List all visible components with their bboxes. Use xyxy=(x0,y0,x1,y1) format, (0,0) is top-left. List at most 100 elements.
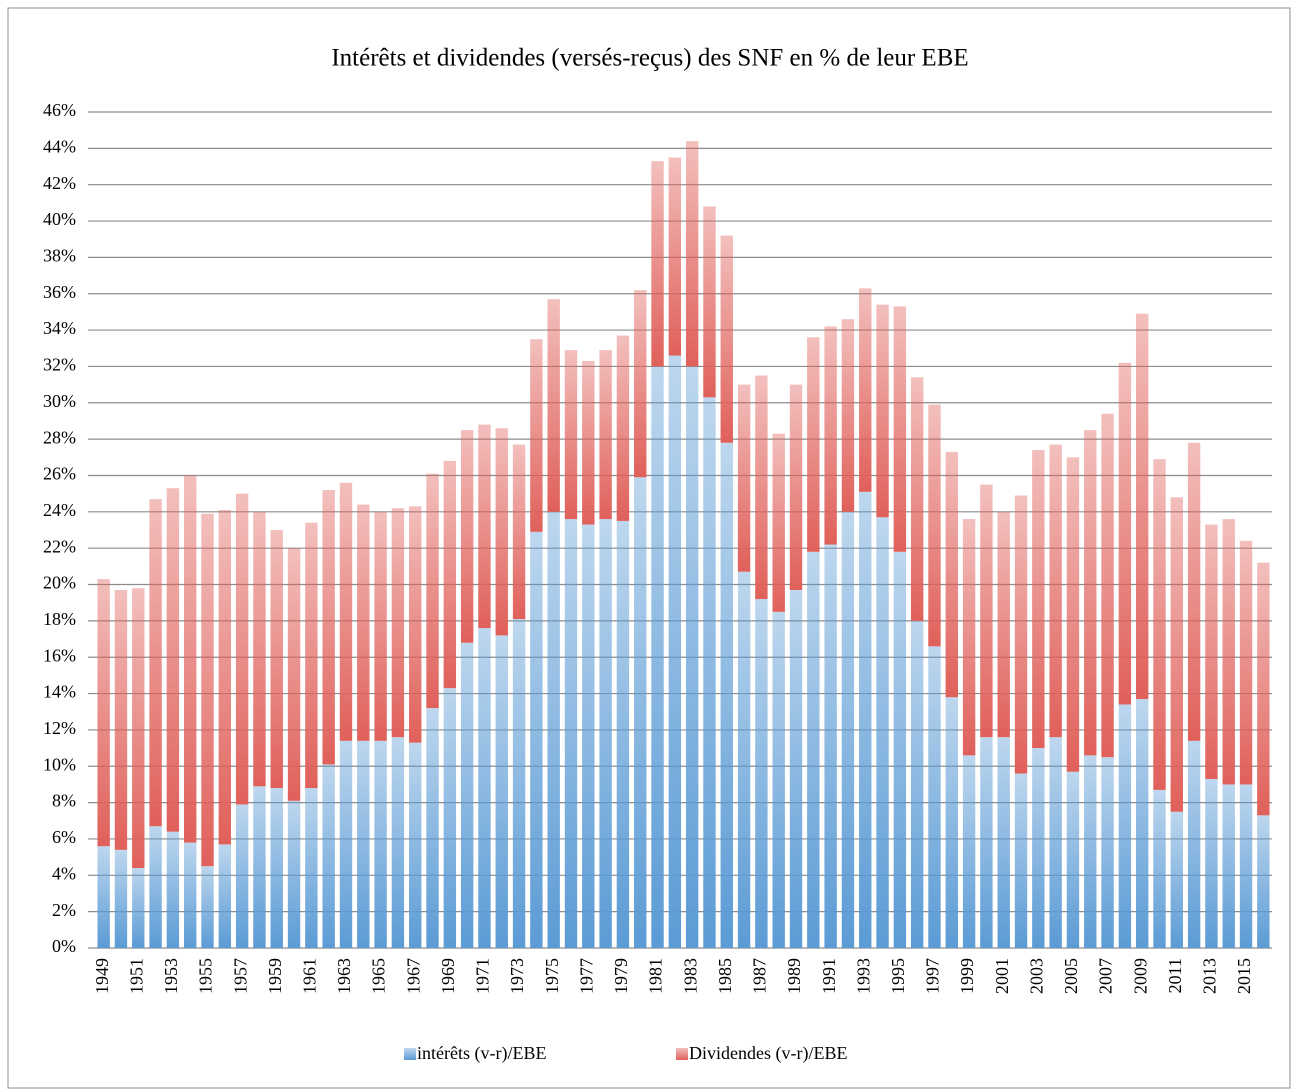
bar-segment xyxy=(547,511,560,948)
y-tick-label: 36% xyxy=(43,282,76,302)
bar-segment xyxy=(859,288,872,492)
bar-segment xyxy=(1084,430,1097,756)
bar-segment xyxy=(651,161,664,367)
bar-segment xyxy=(339,740,353,948)
bar-segment xyxy=(962,519,976,756)
bar-segment xyxy=(807,337,820,552)
y-tick-label: 18% xyxy=(43,609,76,629)
y-tick-label: 16% xyxy=(43,645,76,665)
bar-segment xyxy=(409,506,422,743)
bar-segment xyxy=(1014,773,1028,948)
x-tick-label: 1975 xyxy=(542,958,562,994)
bar-segment xyxy=(270,788,283,948)
bar-segment xyxy=(530,339,543,532)
bar-segment xyxy=(132,868,145,948)
legend-swatch xyxy=(404,1048,416,1060)
bar-segment xyxy=(634,477,647,948)
bar-segment xyxy=(1257,815,1270,948)
x-tick-label: 2007 xyxy=(1096,958,1116,994)
x-tick-label: 2015 xyxy=(1234,958,1254,994)
bar-segment xyxy=(1066,457,1080,772)
bar-segment xyxy=(339,482,353,741)
x-tick-label: 2009 xyxy=(1130,958,1150,994)
bar-segment xyxy=(893,306,907,552)
bar-segment xyxy=(564,519,578,948)
bar-segment xyxy=(1135,313,1149,700)
bar-segment xyxy=(460,642,474,948)
bar-segment xyxy=(201,866,214,948)
bar-segment xyxy=(1032,450,1045,749)
bar-segment xyxy=(201,513,214,867)
legend-label: intérêts (v-r)/EBE xyxy=(417,1043,546,1064)
x-tick-label: 1979 xyxy=(611,958,631,994)
y-tick-label: 6% xyxy=(52,827,76,847)
bar-segment xyxy=(1205,778,1218,948)
bar-segment xyxy=(478,628,491,948)
bar-segment xyxy=(703,206,716,398)
y-tick-label: 26% xyxy=(43,464,76,484)
bar-segment xyxy=(374,511,387,741)
y-tick-label: 4% xyxy=(52,863,76,883)
bar-segment xyxy=(426,708,439,948)
bar-segment xyxy=(1153,789,1166,948)
bar-segment xyxy=(893,551,907,948)
x-tick-label: 1987 xyxy=(750,958,770,994)
y-tick-label: 0% xyxy=(52,936,76,956)
bar-segment xyxy=(97,579,110,847)
y-tick-label: 28% xyxy=(43,427,76,447)
bar-segment xyxy=(1222,784,1235,948)
x-tick-label: 1949 xyxy=(92,958,112,994)
bar-segment xyxy=(789,384,803,590)
x-tick-label: 1989 xyxy=(784,958,804,994)
bar-segment xyxy=(1014,495,1028,774)
bar-segment xyxy=(1170,811,1184,948)
bar-segment xyxy=(599,350,612,520)
bar-segment xyxy=(876,517,889,948)
bar-segment xyxy=(478,424,491,629)
x-tick-label: 1993 xyxy=(853,958,873,994)
bar-segment xyxy=(962,755,976,948)
bar-segment xyxy=(443,460,457,689)
bar-segment xyxy=(582,360,595,525)
bar-segment xyxy=(132,588,145,869)
y-tick-label: 30% xyxy=(43,391,76,411)
bar-segment xyxy=(720,235,733,443)
bar-segment xyxy=(391,508,405,738)
bar-segment xyxy=(218,510,232,845)
chart-title: Intérêts et dividendes (versés-reçus) de… xyxy=(331,45,968,72)
bar-segment xyxy=(945,451,958,698)
bar-segment xyxy=(1101,757,1114,948)
x-tick-label: 1977 xyxy=(576,958,596,994)
x-tick-label: 1953 xyxy=(161,958,181,994)
bar-segment xyxy=(564,350,578,520)
bar-segment xyxy=(357,504,370,741)
bar-segment xyxy=(1032,748,1045,948)
bar-segment xyxy=(495,635,508,948)
bar-segment xyxy=(841,511,855,948)
x-tick-label: 1983 xyxy=(680,958,700,994)
bar-segment xyxy=(668,157,682,356)
bar-segment xyxy=(547,299,560,512)
y-tick-label: 10% xyxy=(43,754,76,774)
bar-segment xyxy=(1066,771,1080,948)
x-tick-label: 1981 xyxy=(646,958,666,994)
bar-segment xyxy=(253,786,266,948)
bar-segment xyxy=(582,524,595,948)
x-tick-label: 1963 xyxy=(334,958,354,994)
bar-segment xyxy=(235,804,249,948)
y-tick-label: 22% xyxy=(43,536,76,556)
bar-segment xyxy=(114,589,128,850)
bar-segment xyxy=(287,800,301,948)
bar-segment xyxy=(409,742,422,948)
bar-segment xyxy=(755,599,768,948)
x-tick-label: 1969 xyxy=(438,958,458,994)
bar-segment xyxy=(928,404,941,647)
y-tick-label: 44% xyxy=(43,136,76,156)
bar-segment xyxy=(1049,737,1062,948)
bar-segment xyxy=(737,384,751,572)
bar-segment xyxy=(1257,562,1270,816)
bar-segment xyxy=(1187,740,1201,948)
legend-swatch xyxy=(676,1048,688,1060)
bar-segment xyxy=(668,355,682,949)
